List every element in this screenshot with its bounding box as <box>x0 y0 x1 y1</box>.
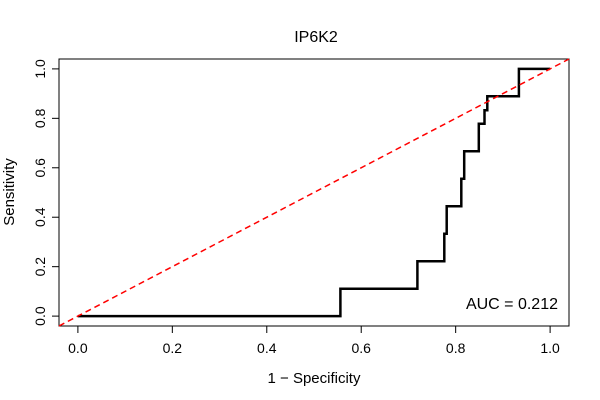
y-tick-label: 0.8 <box>32 108 48 128</box>
x-tick-label: 0.8 <box>446 340 466 356</box>
x-axis-title: 1 − Specificity <box>268 370 361 387</box>
y-axis-title: Sensitivity <box>1 158 18 226</box>
y-tick-label: 0.2 <box>32 257 48 277</box>
y-tick-label: 0.0 <box>32 306 48 326</box>
x-tick-label: 1.0 <box>540 340 560 356</box>
y-tick-label: 0.4 <box>32 207 48 227</box>
x-tick-label: 0.0 <box>68 340 88 356</box>
roc-curve-line <box>77 67 551 318</box>
x-axis: 0.0 0.2 0.4 0.6 0.8 1.0 <box>68 325 560 356</box>
y-tick-label: 1.0 <box>32 59 48 79</box>
x-tick-label: 0.2 <box>163 340 183 356</box>
plot-frame <box>58 58 570 327</box>
reference-diagonal-line <box>58 58 570 327</box>
chart-title: IP6K2 <box>294 29 338 46</box>
x-tick-label: 0.6 <box>351 340 371 356</box>
y-axis: 0.0 0.2 0.4 0.6 0.8 1.0 <box>32 59 60 326</box>
y-tick-label: 0.6 <box>32 158 48 178</box>
auc-annotation: AUC = 0.212 <box>466 296 558 313</box>
x-tick-label: 0.4 <box>257 340 277 356</box>
series-layer <box>58 58 570 327</box>
